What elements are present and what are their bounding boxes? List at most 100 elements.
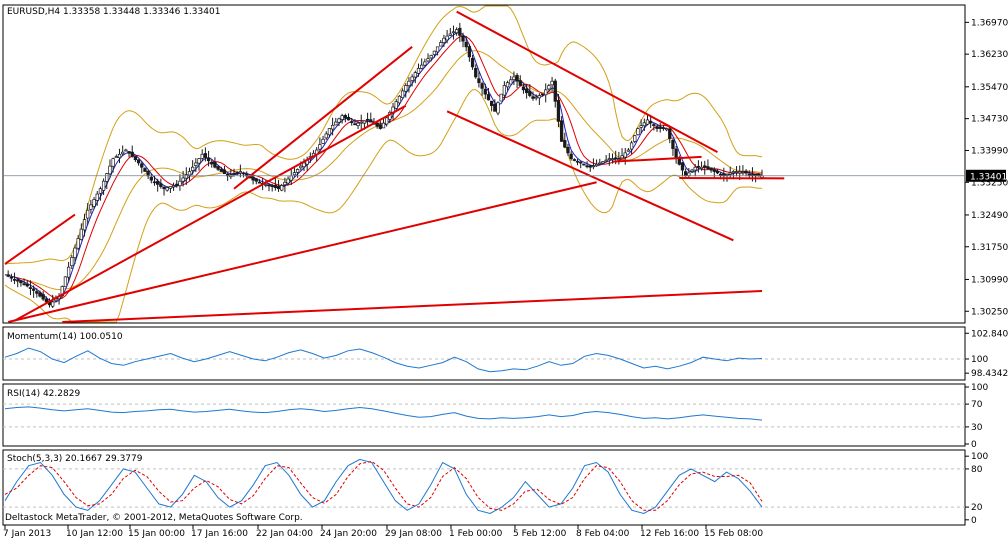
candle-body: [185, 175, 188, 178]
candle-body: [439, 43, 442, 47]
candle-body: [573, 160, 576, 161]
candle-body: [732, 172, 735, 173]
candle-body: [99, 189, 102, 194]
candle-body: [357, 123, 360, 125]
candle-body: [684, 172, 687, 176]
candle-body: [487, 94, 490, 99]
candle-body: [611, 159, 614, 160]
trendline: [62, 291, 762, 322]
candle-body: [36, 292, 39, 294]
candle-body: [341, 116, 344, 120]
stoch-tick-label: 100: [971, 452, 988, 462]
stoch-tick-label: 20: [971, 503, 983, 513]
candle-body: [83, 220, 86, 230]
time-tick-label: 10 Jan 12:00: [66, 529, 123, 539]
candle-body: [175, 184, 178, 185]
momentum-pane[interactable]: [3, 327, 965, 380]
candle-body: [20, 281, 23, 283]
candle-body: [748, 174, 751, 175]
candle-body: [506, 83, 509, 87]
candle-body: [290, 176, 293, 180]
candle-body: [729, 173, 732, 174]
candle-body: [563, 140, 566, 147]
candle-body: [128, 151, 131, 153]
candle-body: [287, 179, 290, 183]
candle-body: [376, 124, 379, 127]
time-tick-label: 7 Jan 2013: [3, 529, 51, 539]
candle-body: [513, 77, 516, 80]
candle-body: [430, 55, 433, 57]
candle-body: [242, 173, 245, 174]
candle-body: [710, 168, 713, 170]
candle-body: [125, 150, 128, 151]
candle-body: [529, 91, 532, 95]
candle-body: [93, 199, 96, 206]
candle-body: [592, 166, 595, 167]
candle-body: [500, 94, 503, 101]
price-tick-label: 1.32490: [971, 211, 1008, 221]
candle-body: [195, 163, 198, 166]
candle-body: [191, 167, 194, 170]
candle-body: [90, 205, 93, 210]
candle-body: [735, 172, 738, 173]
candle-body: [67, 267, 70, 277]
trendline: [5, 215, 75, 264]
candle-body: [656, 127, 659, 129]
stoch-main-line: [5, 459, 762, 513]
candle-body: [16, 280, 19, 281]
candle-body: [478, 79, 481, 83]
candle-body: [385, 118, 388, 124]
candle-body: [207, 158, 210, 161]
candle-body: [331, 125, 334, 129]
rsi-tick-label: 70: [971, 400, 983, 410]
candle-body: [497, 103, 500, 113]
candle-body: [427, 59, 430, 61]
rsi-pane[interactable]: [3, 384, 965, 446]
time-tick-label: 15 Feb 08:00: [704, 529, 763, 539]
candle-body: [300, 166, 303, 168]
candle-body: [223, 170, 226, 174]
time-tick-label: 5 Feb 12:00: [513, 529, 567, 539]
candle-body: [713, 170, 716, 172]
candle-body: [700, 167, 703, 168]
candle-body: [503, 86, 506, 96]
candle-body: [589, 166, 592, 167]
moving-average-fast: [5, 33, 762, 302]
trendline: [457, 12, 718, 153]
candle-body: [233, 173, 236, 174]
candle-body: [204, 153, 207, 157]
candle-body: [567, 147, 570, 153]
price-tick-label: 1.36970: [971, 18, 1008, 28]
candle-body: [10, 277, 13, 278]
candle-body: [296, 169, 299, 172]
candle-body: [697, 166, 700, 167]
candle-body: [105, 174, 108, 182]
candle-body: [166, 188, 169, 191]
candle-body: [691, 170, 694, 171]
candle-body: [662, 128, 665, 129]
candle-body: [455, 30, 458, 33]
candle-body: [532, 97, 535, 99]
candle-body: [465, 42, 468, 47]
candle-body: [481, 84, 484, 89]
candle-body: [118, 154, 121, 157]
price-tick-label: 1.33990: [971, 146, 1008, 156]
candle-body: [131, 152, 134, 156]
candle-body: [681, 163, 684, 170]
candle-body: [659, 127, 662, 128]
candle-body: [322, 139, 325, 143]
candle-body: [121, 152, 124, 154]
candle-body: [163, 187, 166, 189]
candle-body: [719, 174, 722, 175]
candle-body: [137, 160, 140, 163]
candle-body: [414, 73, 417, 77]
candle-body: [452, 32, 455, 33]
time-tick-label: 15 Jan 00:00: [128, 529, 185, 539]
candle-body: [26, 284, 29, 286]
candle-body: [182, 178, 185, 181]
candle-body: [494, 104, 497, 111]
candle-body: [134, 156, 137, 159]
candle-body: [239, 172, 242, 173]
